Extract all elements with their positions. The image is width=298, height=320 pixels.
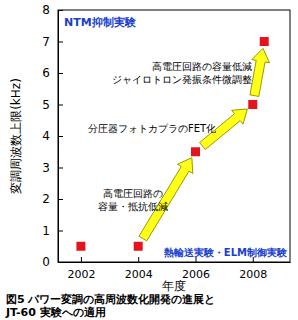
y-tick: 1 <box>42 224 63 238</box>
y-tick: 2 <box>42 192 63 206</box>
y-tick-mark <box>58 136 63 137</box>
x-tick-label: 2006 <box>182 268 210 281</box>
y-tick-label: 3 <box>42 161 50 175</box>
y-tick-label: 0 <box>42 255 50 269</box>
x-tick: 2006 <box>182 257 210 281</box>
x-tick-label: 2002 <box>67 268 95 281</box>
chart: 2002 2004 2006 2008 0 1 2 3 4 5 6 7 8 NTM抑制実験熱輸送実験・EL… <box>0 0 298 320</box>
x-axis-title: 年度 <box>162 279 186 293</box>
annotation-line: 分圧器フォトカプラのFET化 <box>88 123 216 134</box>
annotation: 高電圧回路の容量・抵抗低減 <box>98 188 168 212</box>
y-tick-label: 1 <box>42 224 50 238</box>
y-tick-label: 7 <box>42 35 50 49</box>
x-axis: 2002 2004 2006 2008 <box>59 257 291 281</box>
data-point <box>134 242 143 251</box>
y-tick-label: 6 <box>42 66 50 80</box>
data-point <box>248 100 257 109</box>
y-tick-label: 2 <box>42 192 50 206</box>
y-tick-label: 8 <box>42 3 50 17</box>
y-tick: 8 <box>42 3 63 17</box>
y-tick-mark <box>58 199 63 200</box>
y-axis: 0 1 2 3 4 5 6 7 8 <box>42 3 63 269</box>
data-point <box>76 242 85 251</box>
annotation-line: NTM抑制実験 <box>64 16 137 29</box>
annotation: 高電圧回路の容量低減ジャイロトロン発振条件微調整 <box>112 61 252 85</box>
x-tick: 2008 <box>239 257 267 281</box>
annotation-line: ジャイロトロン発振条件微調整 <box>112 74 252 85</box>
y-tick: 0 <box>42 255 63 269</box>
plot-frame <box>58 10 290 262</box>
progress-arrow <box>139 158 193 241</box>
annotation: 熱輸送実験・ELM制御実験 <box>163 247 288 258</box>
title: JT-60 実験への適用 <box>5 306 106 319</box>
y-tick-mark <box>58 231 63 232</box>
title: 図5 パワー変調の高周波数化開発の進展と <box>6 293 215 306</box>
annotation-line: 容量・抵抗低減 <box>98 201 168 212</box>
progress-arrow <box>250 48 270 96</box>
y-tick-mark <box>58 168 63 169</box>
annotation-line: 高電圧回路の <box>103 188 163 199</box>
y-tick-mark <box>58 10 63 11</box>
annotation: 分圧器フォトカプラのFET化 <box>88 123 216 134</box>
data-point <box>260 37 269 46</box>
y-axis-title: 変調周波数上限(kHz) <box>9 78 23 194</box>
x-tick: 2004 <box>125 257 153 281</box>
y-tick: 5 <box>42 98 63 112</box>
y-tick-mark <box>58 42 63 43</box>
x-tick-mark <box>138 257 139 262</box>
y-tick: 6 <box>42 66 63 80</box>
y-tick-mark <box>58 105 63 106</box>
y-tick: 7 <box>42 35 63 49</box>
y-tick: 4 <box>42 129 63 143</box>
annotation-line: 高電圧回路の容量低減 <box>152 61 252 72</box>
y-tick-label: 5 <box>42 98 50 112</box>
x-axis-line <box>59 262 291 263</box>
annotation: NTM抑制実験 <box>64 16 137 29</box>
plot-area <box>76 37 269 251</box>
x-tick-mark <box>81 257 82 262</box>
y-tick: 3 <box>42 161 63 175</box>
x-tick: 2002 <box>67 257 95 281</box>
y-tick-mark <box>58 73 63 74</box>
x-tick-label: 2004 <box>125 268 153 281</box>
y-tick-mark <box>58 262 63 263</box>
y-tick-label: 4 <box>42 129 50 143</box>
data-point <box>191 147 200 156</box>
annotation-line: 熱輸送実験・ELM制御実験 <box>163 247 288 258</box>
x-tick-label: 2008 <box>239 268 267 281</box>
